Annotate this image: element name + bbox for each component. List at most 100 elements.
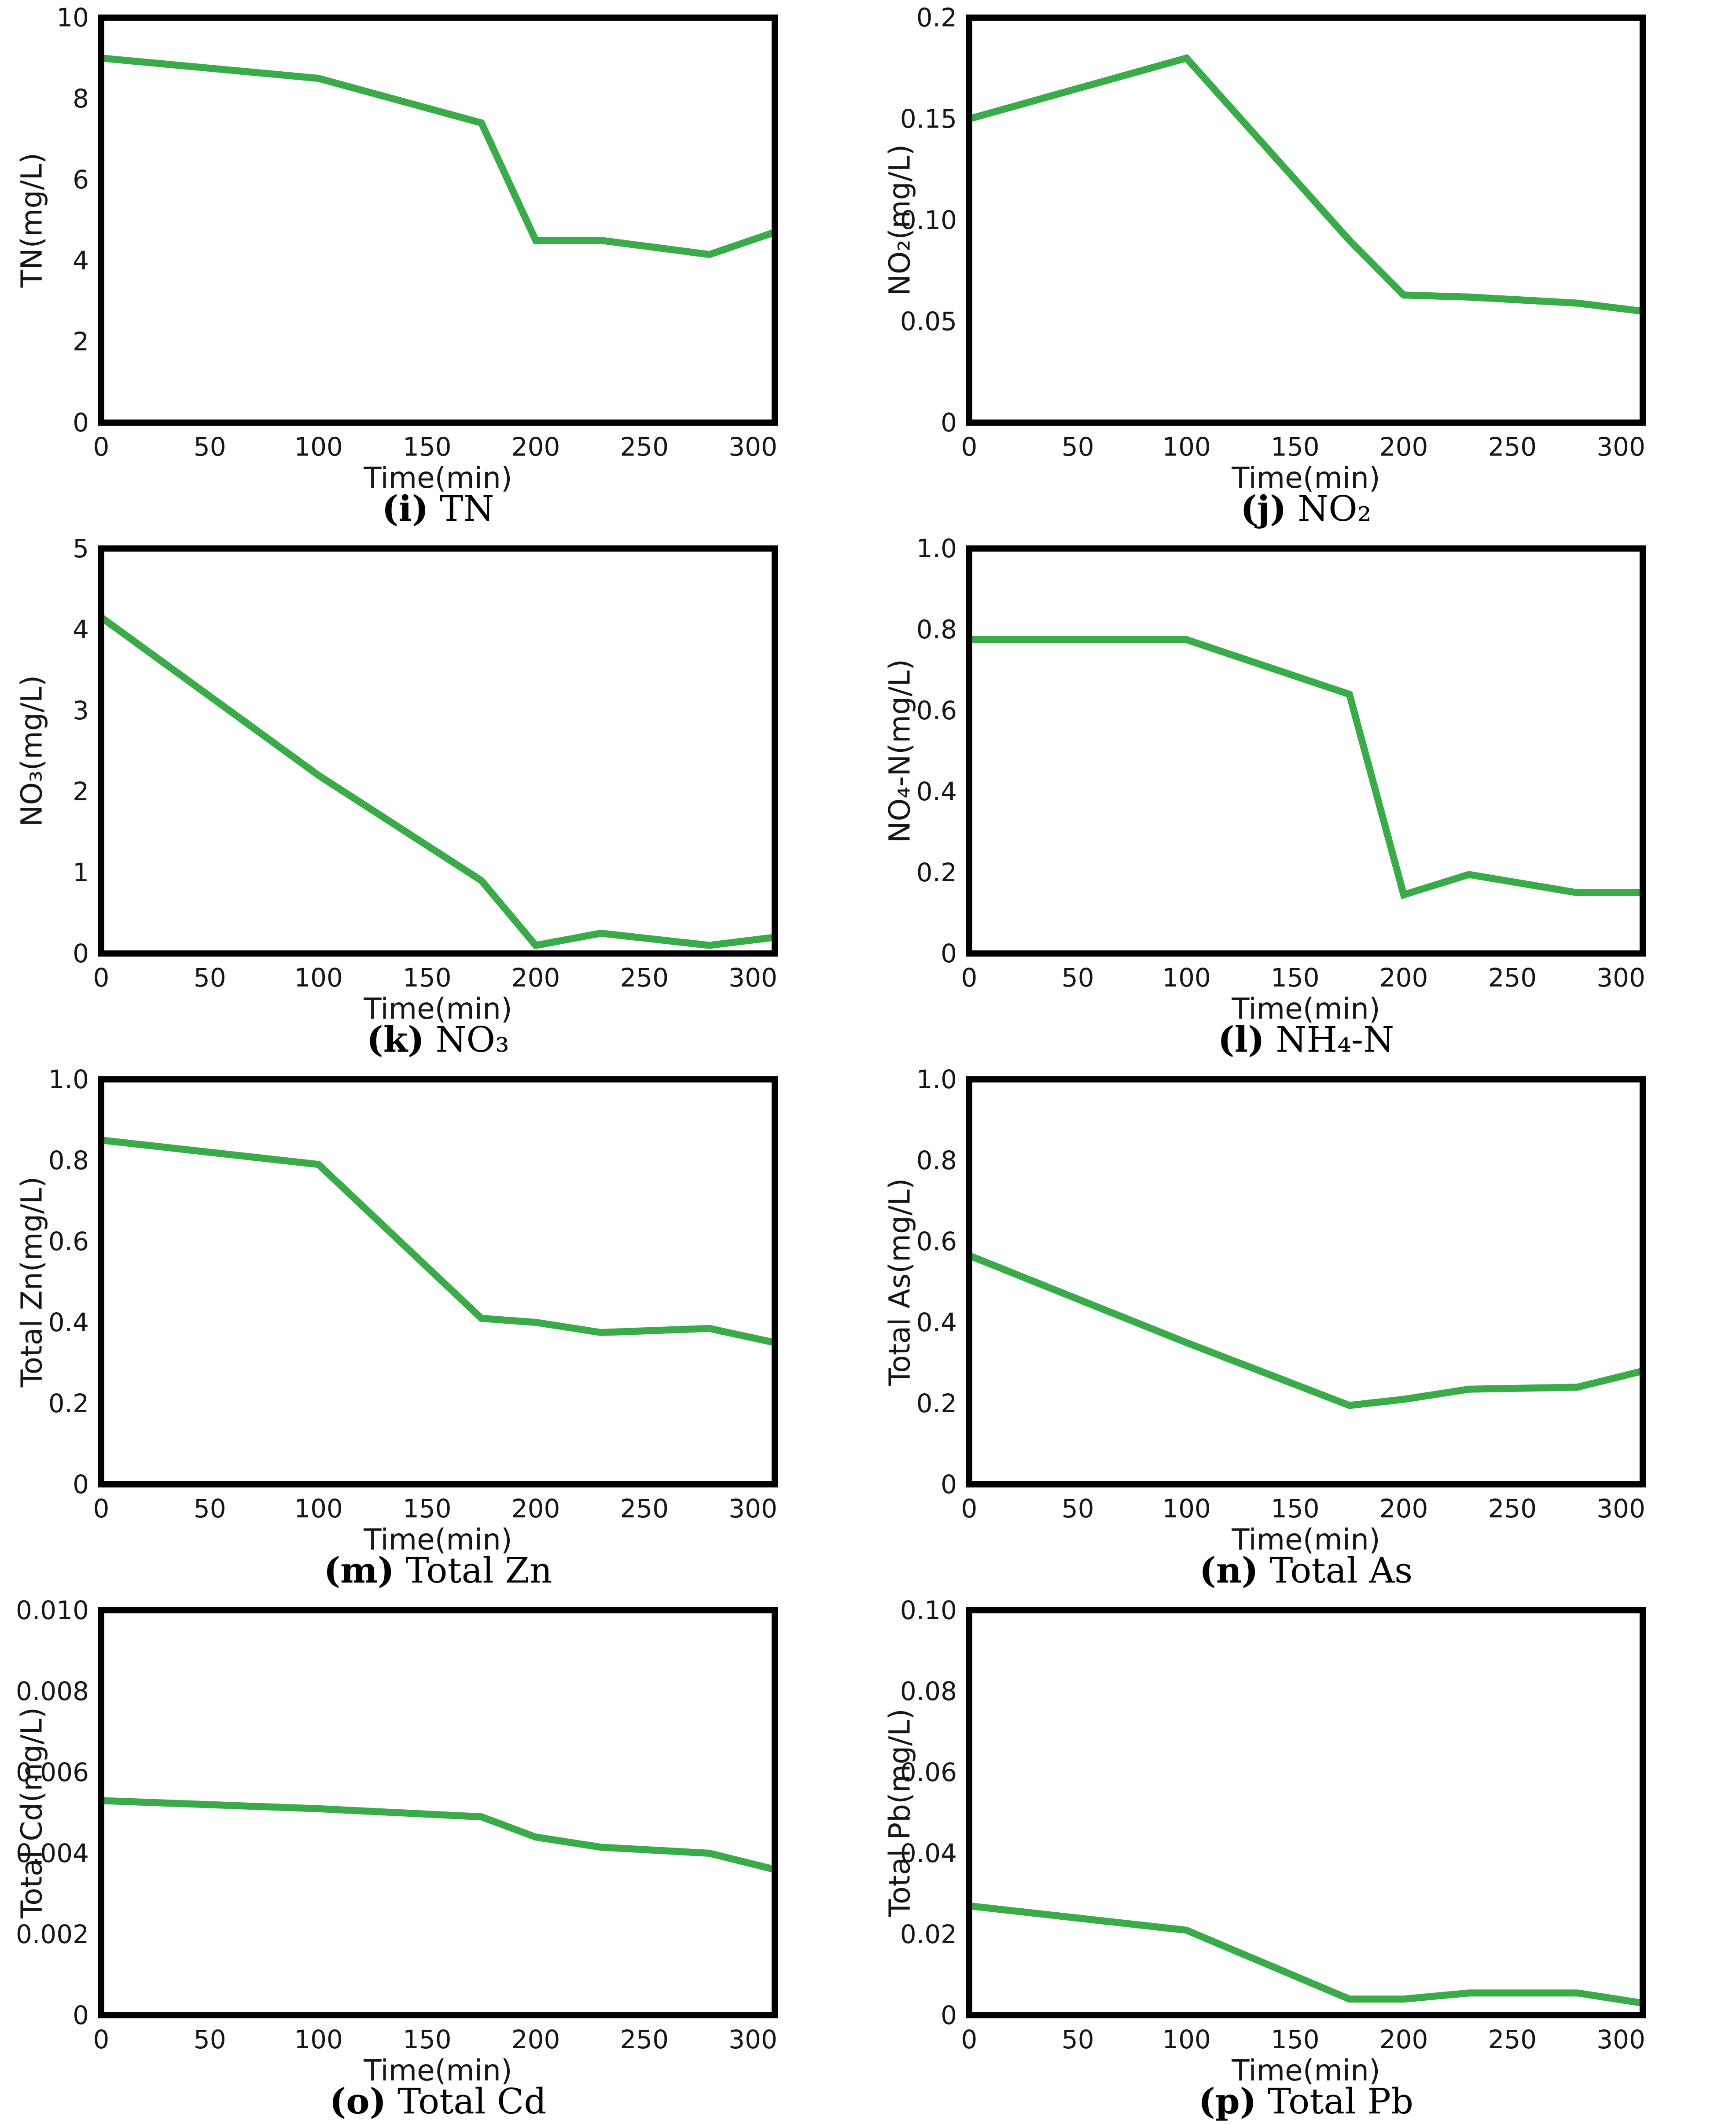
plot-n-total-as: 0 0.2 0.4 0.6 0.8 1.0 0 50 100 150 200 250 300 Total … bbox=[883, 1064, 1646, 1555]
y-tick-label: 0.6 bbox=[916, 1226, 957, 1256]
x-tick-label: 0 bbox=[961, 432, 978, 462]
caption-title: TN bbox=[440, 488, 494, 529]
y-tick-label: 1.0 bbox=[916, 1064, 957, 1094]
chart-i-tn: 0 2 4 6 8 10 0 50 100 150 200 250 300 TN(mg/L) Time(mi… bbox=[0, 0, 868, 531]
y-tick-label: 8 bbox=[73, 84, 89, 114]
x-tick-label: 100 bbox=[294, 2025, 343, 2054]
x-tick-label: 100 bbox=[1162, 432, 1211, 462]
y-tick-label: 0.010 bbox=[16, 1595, 89, 1625]
y-tick-label: 0.6 bbox=[916, 696, 957, 725]
x-tick-label: 300 bbox=[1596, 2025, 1645, 2054]
y-tick-label: 5 bbox=[73, 534, 89, 563]
chart-caption: (i) TN bbox=[101, 488, 775, 529]
chart-j-no2: 0 0.05 0.10 0.15 0.2 0 50 100 150 200 250 300 NO₂(mg… bbox=[868, 0, 1736, 531]
plot-frame bbox=[98, 15, 778, 426]
y-tick-label: 0.2 bbox=[916, 1388, 957, 1418]
chart-o-total-cd: 0 0.002 0.004 0.006 0.008 0.010 0 50 100 150 200 25… bbox=[0, 1593, 868, 2124]
x-tick-label: 100 bbox=[1162, 1494, 1211, 1524]
caption-title: Total Pb bbox=[1267, 2081, 1414, 2122]
caption-index: (l) bbox=[1217, 1019, 1265, 1060]
x-tick-label: 50 bbox=[1062, 1494, 1094, 1524]
data-line-o bbox=[101, 1797, 776, 1873]
x-tick-label: 200 bbox=[1379, 432, 1428, 462]
chart-caption: (p) Total Pb bbox=[969, 2080, 1643, 2122]
x-tick-label: 300 bbox=[1596, 963, 1645, 993]
y-tick-label: 0.4 bbox=[48, 1307, 89, 1337]
y-tick-label: 10 bbox=[56, 3, 89, 33]
caption-index: (k) bbox=[366, 1019, 425, 1060]
plot-frame bbox=[966, 1607, 1646, 2018]
y-tick-label: 3 bbox=[73, 696, 89, 725]
y-tick-label: 0.002 bbox=[16, 1919, 89, 1949]
y-tick-label: 0.15 bbox=[900, 104, 957, 134]
y-axis-label: NO₃(mg/L) bbox=[15, 675, 49, 827]
x-tick-label: 300 bbox=[728, 1494, 777, 1524]
caption-title: Total Zn bbox=[405, 1550, 552, 1591]
y-tick-label: 4 bbox=[73, 615, 89, 644]
caption-title: NO₂ bbox=[1298, 488, 1372, 529]
x-tick-label: 250 bbox=[620, 2025, 669, 2054]
x-tick-label: 300 bbox=[1596, 1494, 1645, 1524]
x-tick-label: 50 bbox=[194, 2025, 226, 2054]
data-line-k bbox=[99, 614, 775, 950]
chart-caption: (o) Total Cd bbox=[101, 2080, 775, 2122]
plot-o-total-cd: 0 0.002 0.004 0.006 0.008 0.010 0 50 100 150 200 25… bbox=[15, 1595, 778, 2086]
x-axis-label: Time(min) bbox=[363, 992, 512, 1024]
x-tick-label: 0 bbox=[961, 2025, 978, 2054]
y-tick-label: 0 bbox=[941, 939, 957, 968]
y-tick-label: 0.8 bbox=[916, 615, 957, 644]
x-axis-label: Time(min) bbox=[1231, 1523, 1380, 1555]
plot-p-total-pb: 0 0.02 0.04 0.06 0.08 0.10 0 50 100 150 200 250 300 T… bbox=[883, 1595, 1646, 2086]
y-tick-label: 6 bbox=[73, 165, 89, 195]
y-tick-label: 0.10 bbox=[900, 1595, 957, 1625]
x-tick-label: 0 bbox=[961, 1494, 978, 1524]
x-tick-label: 300 bbox=[728, 432, 777, 462]
x-tick-label: 150 bbox=[403, 963, 452, 993]
data-line-m bbox=[101, 1137, 776, 1346]
x-tick-label: 300 bbox=[728, 2025, 777, 2054]
data-line-n bbox=[968, 1252, 1644, 1409]
x-tick-label: 100 bbox=[294, 963, 343, 993]
y-tick-label: 0.6 bbox=[48, 1226, 89, 1256]
caption-title: NO₃ bbox=[435, 1019, 510, 1060]
x-axis-label: Time(min) bbox=[1231, 992, 1380, 1024]
plot-frame bbox=[966, 1076, 1646, 1487]
plot-frame bbox=[98, 1607, 778, 2018]
x-tick-label: 100 bbox=[294, 432, 343, 462]
y-tick-label: 0.4 bbox=[916, 1307, 957, 1337]
y-tick-label: 0 bbox=[941, 1469, 957, 1499]
caption-index: (n) bbox=[1199, 1550, 1258, 1591]
y-tick-label: 0 bbox=[941, 408, 957, 438]
x-tick-label: 0 bbox=[93, 963, 110, 993]
x-tick-label: 150 bbox=[1271, 2025, 1320, 2054]
y-tick-label: 0.008 bbox=[16, 1676, 89, 1706]
chart-caption: (j) NO₂ bbox=[969, 488, 1643, 529]
plot-frame bbox=[966, 15, 1646, 426]
y-axis-label: Total As(mg/L) bbox=[883, 1178, 917, 1386]
plot-frame bbox=[98, 1076, 778, 1487]
y-tick-label: 1.0 bbox=[48, 1064, 89, 1094]
x-tick-label: 300 bbox=[1596, 432, 1645, 462]
x-axis-label: Time(min) bbox=[363, 461, 512, 493]
y-tick-label: 0 bbox=[73, 939, 89, 968]
caption-index: (m) bbox=[324, 1550, 394, 1591]
x-tick-label: 250 bbox=[620, 1494, 669, 1524]
x-tick-label: 100 bbox=[1162, 2025, 1211, 2054]
x-tick-label: 100 bbox=[294, 1494, 343, 1524]
y-tick-label: 0.4 bbox=[916, 777, 957, 806]
x-tick-label: 150 bbox=[403, 2025, 452, 2054]
y-tick-label: 0.05 bbox=[900, 306, 957, 336]
y-tick-label: 2 bbox=[73, 777, 89, 806]
x-axis-label: Time(min) bbox=[363, 1523, 512, 1555]
y-axis-label: Total Cd(mg/L) bbox=[15, 1707, 49, 1919]
y-tick-label: 0.004 bbox=[16, 1838, 89, 1868]
chart-p-total-pb: 0 0.02 0.04 0.06 0.08 0.10 0 50 100 150 200 250 300 T… bbox=[868, 1593, 1736, 2124]
data-line-j bbox=[968, 54, 1643, 315]
y-tick-label: 1 bbox=[73, 858, 89, 887]
x-tick-label: 150 bbox=[1271, 1494, 1320, 1524]
x-tick-label: 200 bbox=[511, 1494, 560, 1524]
chart-l-nh4n: 0 0.2 0.4 0.6 0.8 1.0 0 50 100 150 200 250 300 NO₄-N(… bbox=[868, 531, 1736, 1062]
plot-j-no2: 0 0.05 0.10 0.15 0.2 0 50 100 150 200 250 300 NO₂(mg… bbox=[883, 3, 1646, 493]
